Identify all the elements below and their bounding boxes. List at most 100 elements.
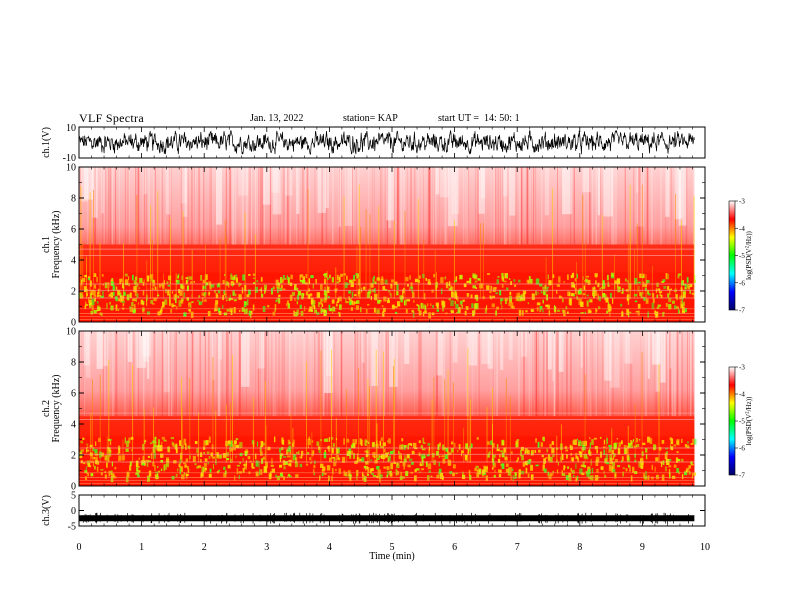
spectrogram-striation [651,167,653,245]
spectrogram-emission [517,457,519,461]
spectrogram-emission [438,455,441,457]
spectrogram-emission [109,450,112,457]
spectrogram-striation [688,331,690,417]
spectrogram-patch [436,331,443,376]
spectrogram-patch [96,331,104,369]
spectrogram-emission [682,291,686,298]
spectrogram-emission [185,472,188,479]
spectrogram-emission [291,291,296,296]
spectrogram-striation [340,331,343,417]
spectrogram-emission [644,476,648,480]
spectrogram-striation [395,331,397,417]
spectrogram-emission [411,450,415,455]
spectrogram-emission [214,309,218,312]
spectrogram-striation [535,331,538,417]
spectrogram-emission [551,447,555,454]
spectrogram-patch [257,331,265,369]
spectrogram-emission [610,292,612,299]
spectrogram-emission [382,311,385,317]
spectrogram-striation [194,167,196,245]
spectrogram-patch [127,331,133,362]
spectrogram-emission [471,303,474,308]
spectrogram-emission [596,449,598,454]
spectrogram-emission [235,444,240,449]
spectrogram-emission [226,308,230,312]
spectrogram-emission [288,459,292,463]
spectrogram-emission [418,440,421,444]
spectrogram-patch [435,167,440,195]
spectrogram-striation [354,331,355,417]
spectrogram-emission [331,277,334,283]
spectrogram-emission [461,304,463,309]
spectrogram-striation [368,167,370,245]
spectrogram-patch [241,331,250,387]
spectrogram-emission [680,300,682,304]
spectrogram-emission [191,301,194,304]
spectrogram-striation [263,167,266,245]
spectrogram-emission [612,468,616,473]
spectrogram-striation [170,331,172,417]
spectrogram-emission [386,299,390,304]
spectrogram-emission [632,439,634,442]
spectrogram-emission [140,460,143,465]
spectrogram-striation [492,331,494,417]
spectrogram-emission [312,300,316,304]
spectrogram-emission [490,285,493,291]
spectrogram-striation [394,167,396,245]
spectrogram-emission [584,311,586,315]
spectrogram-emission [549,443,552,449]
spectrogram-emission [570,468,573,472]
spectrogram-striation [654,167,656,245]
spectrogram-emission [579,468,583,475]
spectrogram-emission [506,287,509,291]
spectrogram-striation [197,167,199,245]
spectrogram-patch [647,331,650,379]
spectrogram-emission [565,306,568,310]
spectrogram-emission [259,446,262,452]
spectrogram-emission [606,310,609,314]
spectrogram-emission [527,473,530,478]
spectrogram-emission [120,295,123,303]
spectrogram-emission [416,468,420,471]
spectrogram-emission [586,471,590,477]
spectrogram-emission [84,476,87,480]
spectrogram-emission [84,470,87,474]
spectrogram-striation [324,167,326,245]
spectrogram-striation [496,331,498,417]
spectrogram-emission [522,461,526,467]
spectrogram-emission [339,304,342,310]
spectrogram-emission [371,472,374,476]
spectrogram-emission [376,475,381,479]
spectrogram-emission [422,453,426,459]
spectrogram-emission [573,474,575,478]
spectrogram-emission [461,450,463,457]
spectrogram-emission [621,288,624,294]
spectrogram-emission [679,295,683,300]
spectrogram-emission [640,463,644,469]
spectrogram-emission [571,282,575,288]
spectrogram-striation [453,167,455,245]
spectrogram-striation [625,331,627,417]
spectrogram-emission [427,442,431,446]
spectrogram-striation [134,331,136,417]
spectrogram-emission [94,449,98,454]
spectrogram-patch [652,331,661,365]
spectrogram-emission [588,299,591,302]
spectrogram-emission [501,452,505,458]
spectrogram-emission [420,453,423,459]
spectrogram-striation [595,167,598,245]
spectrogram-emission [526,279,530,284]
spectrogram-patch [468,331,478,366]
spectrogram-emission [401,438,404,442]
spectrogram-emission [511,451,513,455]
spectrogram-emission [124,273,128,277]
spectrogram-emission [147,475,150,482]
spectrogram-striation [380,167,382,245]
spectrogram-emission [225,281,229,286]
spectrogram-emission [639,273,642,279]
spectrogram-emission [242,274,246,281]
spectrogram-emission [170,309,173,313]
spectrogram-emission [542,464,545,471]
spectrogram-emission [681,306,685,313]
spectrogram-patch [84,167,94,200]
